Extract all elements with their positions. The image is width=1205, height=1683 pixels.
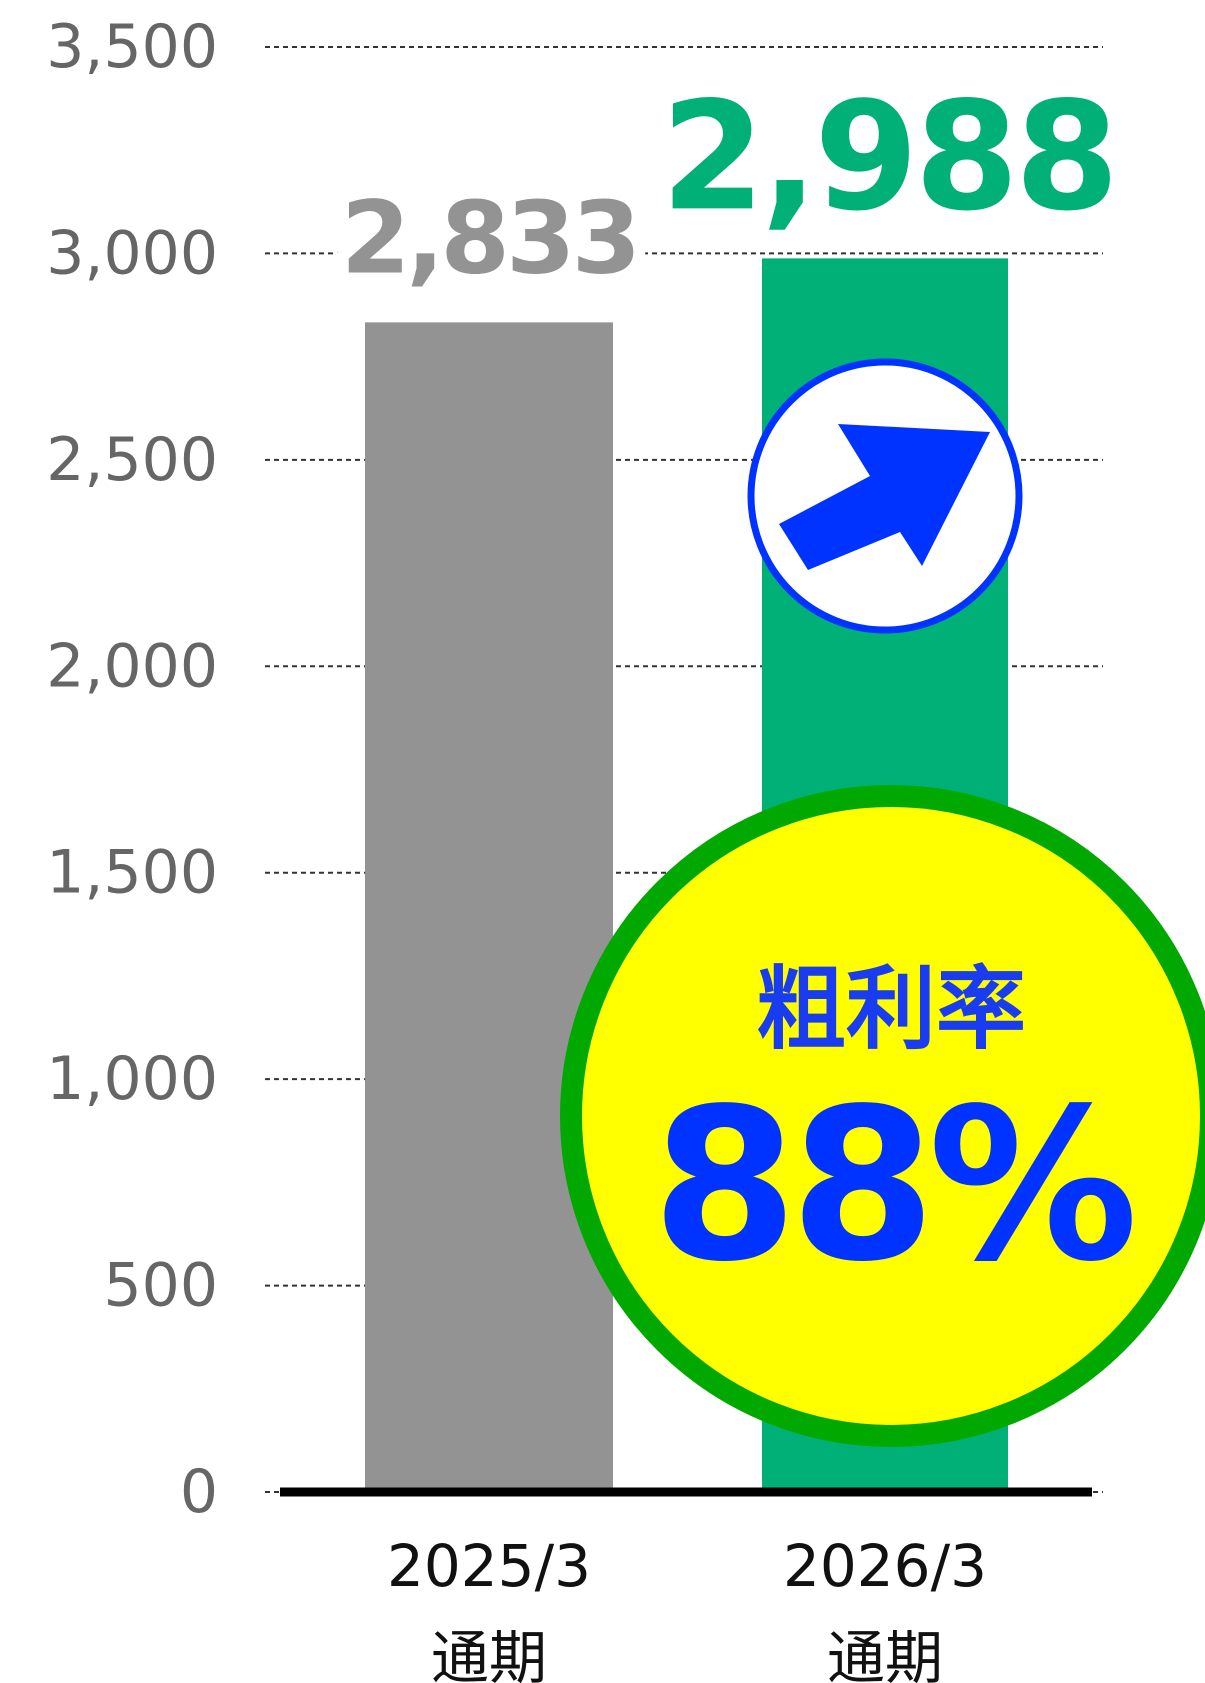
y-tick-label: 3,500 <box>46 12 218 82</box>
y-tick-label: 3,000 <box>46 218 218 288</box>
value-label: 2,988 <box>661 70 1115 244</box>
margin-value: 88% <box>652 1063 1132 1308</box>
bar <box>365 322 613 1492</box>
y-tick-label: 2,000 <box>46 631 218 701</box>
value-label: 2,833 <box>341 179 637 296</box>
y-tick-label: 0 <box>180 1457 218 1527</box>
margin-title: 粗利率 <box>756 957 1026 1062</box>
up-arrow <box>779 424 990 570</box>
margin-badge <box>560 785 1205 1447</box>
y-tick-label: 2,500 <box>46 425 218 495</box>
y-tick-label: 1,500 <box>46 838 218 908</box>
x-tick-label: 2025/3 通期 <box>386 1532 592 1683</box>
y-tick-label: 1,000 <box>46 1044 218 1114</box>
x-tick-label: 2026/3 通期 <box>782 1532 988 1683</box>
y-tick-label: 500 <box>103 1251 218 1321</box>
